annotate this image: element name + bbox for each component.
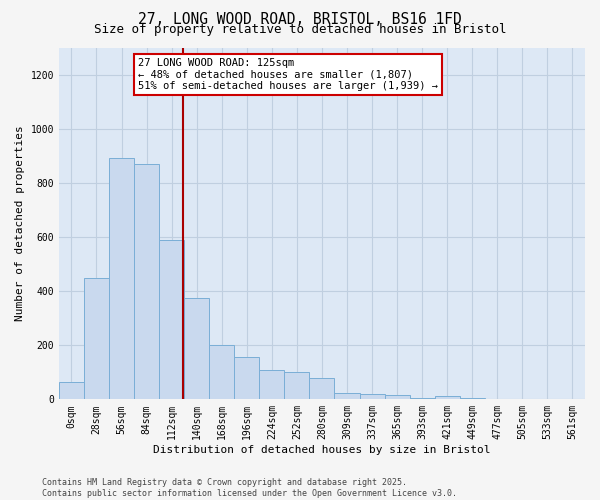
Bar bbox=[259, 370, 284, 400]
Text: 27, LONG WOOD ROAD, BRISTOL, BS16 1FD: 27, LONG WOOD ROAD, BRISTOL, BS16 1FD bbox=[138, 12, 462, 28]
Bar bbox=[434, 396, 460, 400]
Bar bbox=[284, 372, 310, 400]
Text: Contains HM Land Registry data © Crown copyright and database right 2025.
Contai: Contains HM Land Registry data © Crown c… bbox=[42, 478, 457, 498]
Bar bbox=[410, 398, 434, 400]
Bar bbox=[234, 358, 259, 400]
Bar bbox=[334, 392, 359, 400]
Bar bbox=[385, 396, 410, 400]
X-axis label: Distribution of detached houses by size in Bristol: Distribution of detached houses by size … bbox=[153, 445, 491, 455]
Bar bbox=[460, 398, 485, 400]
Bar bbox=[359, 394, 385, 400]
Bar bbox=[159, 240, 184, 400]
Bar bbox=[59, 382, 84, 400]
Y-axis label: Number of detached properties: Number of detached properties bbox=[15, 126, 25, 322]
Text: Size of property relative to detached houses in Bristol: Size of property relative to detached ho… bbox=[94, 22, 506, 36]
Bar bbox=[184, 298, 209, 400]
Text: 27 LONG WOOD ROAD: 125sqm
← 48% of detached houses are smaller (1,807)
51% of se: 27 LONG WOOD ROAD: 125sqm ← 48% of detac… bbox=[138, 58, 438, 92]
Bar bbox=[209, 345, 234, 400]
Bar bbox=[109, 158, 134, 400]
Bar bbox=[84, 278, 109, 400]
Bar bbox=[310, 378, 334, 400]
Bar bbox=[134, 164, 159, 400]
